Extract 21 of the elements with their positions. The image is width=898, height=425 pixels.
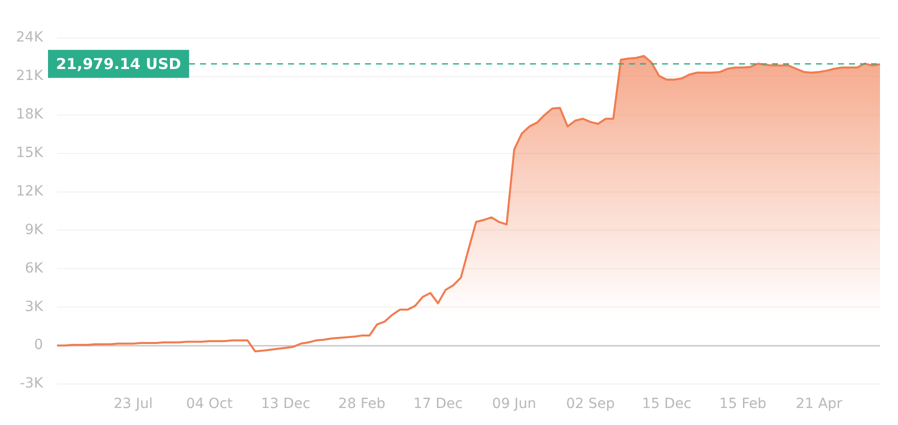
ref-line-label: 21,979.14 USD <box>56 54 182 73</box>
x-tick-label: 13 Dec <box>260 396 310 412</box>
y-tick-label: 6K <box>24 260 44 276</box>
y-tick-label: 21K <box>16 68 44 84</box>
x-tick-label: 17 Dec <box>413 396 463 412</box>
y-tick-label: 0 <box>34 337 43 354</box>
x-tick-label: 09 Jun <box>492 396 536 412</box>
x-tick-label: 04 Oct <box>186 396 234 412</box>
x-tick-label: 28 Feb <box>338 396 386 412</box>
y-tick-label: 9K <box>24 222 44 238</box>
y-tick-label: 15K <box>16 144 44 161</box>
y-tick-label: 24K <box>16 30 44 46</box>
y-tick-label: 12K <box>16 183 44 200</box>
y-tick-label: 3K <box>24 298 44 315</box>
x-tick-label: 21 Apr <box>796 396 843 412</box>
y-tick-label: 18K <box>16 106 44 123</box>
x-tick-label: 15 Feb <box>719 396 766 412</box>
y-tick-label: -3K <box>20 376 44 392</box>
x-tick-label: 02 Sep <box>566 396 615 412</box>
x-tick-label: 23 Jul <box>114 396 153 412</box>
x-tick-label: 15 Dec <box>642 396 692 412</box>
